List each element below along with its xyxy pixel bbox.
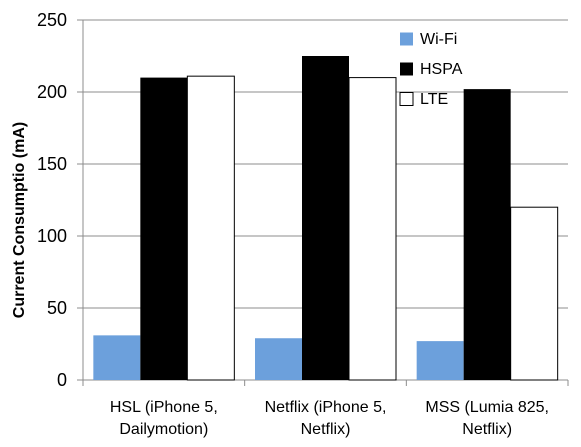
- legend: Wi-Fi HSPA LTE: [399, 31, 463, 108]
- bar-lte: [510, 206, 559, 381]
- x-category-label: MSS (Lumia 825,: [425, 399, 549, 416]
- y-tick-label: 200: [37, 82, 67, 102]
- y-tick-label: 0: [57, 370, 67, 390]
- labels: 0 50 100 150 200 250 HSL (iPhone 5, Dailymotion…: [37, 10, 549, 438]
- x-category-label: Netflix): [462, 421, 512, 438]
- legend-label: HSPA: [420, 61, 463, 78]
- bar-lte: [186, 75, 235, 381]
- y-axis-title: Current Consumptio (mA): [11, 122, 28, 318]
- bar-wi-fi: [255, 338, 302, 380]
- y-tick-label: 150: [37, 154, 67, 174]
- bars: [93, 56, 559, 381]
- legend-swatch: [399, 92, 414, 106]
- x-category-label: Netflix): [301, 421, 351, 438]
- bar-hspa: [302, 56, 349, 380]
- legend-label: LTE: [420, 91, 448, 108]
- y-tick-label: 250: [37, 10, 67, 30]
- y-tick-label: 100: [37, 226, 67, 246]
- y-tick-label: 50: [47, 298, 67, 318]
- x-category-label: Netflix (iPhone 5,: [265, 399, 387, 416]
- bar-wi-fi: [93, 335, 141, 380]
- legend-swatch: [400, 62, 413, 76]
- legend-label: Wi-Fi: [420, 31, 457, 48]
- bar-hspa: [140, 77, 188, 380]
- legend-swatch: [400, 32, 413, 46]
- bar-hspa: [463, 89, 511, 381]
- bar-lte: [348, 77, 397, 381]
- bar-wi-fi: [416, 341, 464, 380]
- x-category-label: HSL (iPhone 5,: [110, 399, 218, 416]
- x-category-label: Dailymotion): [119, 421, 208, 438]
